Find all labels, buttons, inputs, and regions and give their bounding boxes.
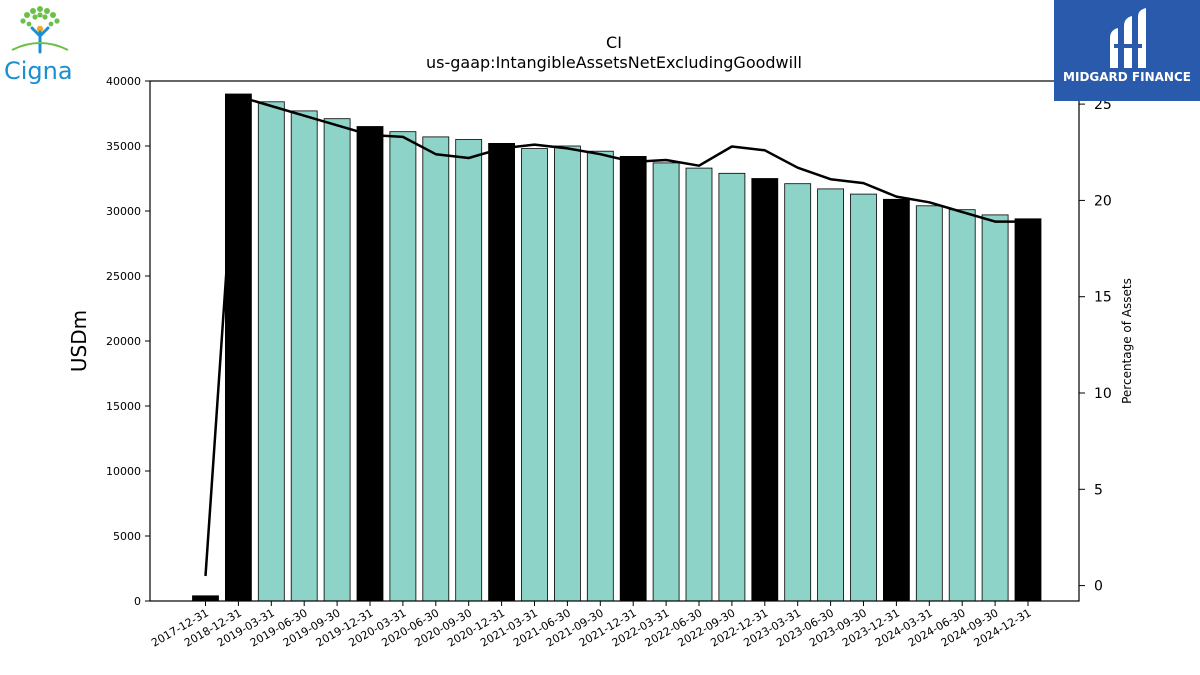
y-tick-label: 25000 xyxy=(106,270,141,283)
y-tick-label: 30000 xyxy=(106,205,141,218)
bar xyxy=(422,136,450,602)
x-axis: 2017-12-312018-12-312019-03-312019-06-30… xyxy=(149,601,1034,650)
y-tick-label: 15000 xyxy=(106,400,141,413)
chart-title: CI xyxy=(606,33,622,52)
bar xyxy=(488,142,516,602)
bar xyxy=(850,193,877,602)
y-right-tick-label: 0 xyxy=(1094,579,1103,595)
y-tick-label: 40000 xyxy=(106,75,141,88)
bar xyxy=(224,93,252,602)
y-right-tick-label: 5 xyxy=(1094,482,1103,498)
bar xyxy=(948,209,976,602)
bar xyxy=(257,101,285,602)
bar xyxy=(652,162,680,602)
bar xyxy=(389,131,417,602)
y-axis-right: 0 5 10 15 20 25 xyxy=(1079,97,1112,595)
bar xyxy=(1014,218,1042,602)
bar xyxy=(290,110,318,602)
y-tick-label: 20000 xyxy=(106,335,141,348)
bar xyxy=(323,118,351,602)
y-right-tick-label: 10 xyxy=(1094,386,1112,402)
cigna-wordmark: Cigna xyxy=(4,57,73,85)
bar xyxy=(586,150,614,602)
chart-subtitle: us-gaap:IntangibleAssetsNetExcludingGood… xyxy=(426,53,802,72)
bar xyxy=(685,167,713,602)
bar xyxy=(883,198,910,602)
bar xyxy=(981,214,1009,602)
y-tick-label: 5000 xyxy=(113,530,141,543)
y-right-tick-label: 20 xyxy=(1094,193,1112,209)
midgard-wordmark: MIDGARD FINANCE xyxy=(1063,70,1191,84)
y-tick-label: 0 xyxy=(134,595,141,608)
bar xyxy=(619,155,647,602)
midgard-mark-icon xyxy=(1110,8,1146,68)
bar xyxy=(915,205,943,602)
percentage-line xyxy=(204,95,1028,577)
bar xyxy=(784,183,812,602)
bar xyxy=(521,148,548,602)
y-axis-label: USDm xyxy=(67,310,91,372)
y-tick-label: 10000 xyxy=(106,465,141,478)
y-right-tick-label: 15 xyxy=(1094,290,1112,306)
bar xyxy=(817,188,844,602)
bar xyxy=(356,126,384,602)
bar xyxy=(751,178,779,602)
y-axis-right-label: Percentage of Assets xyxy=(1120,278,1134,404)
y-axis-left: 0 5000 10000 15000 20000 25000 30000 35000 40000 xyxy=(106,75,150,608)
midgard-finance-logo: MIDGARD FINANCE xyxy=(1054,0,1200,101)
bar xyxy=(718,172,746,602)
bar xyxy=(554,145,581,602)
percentage-line-path xyxy=(204,95,1028,577)
y-tick-label: 35000 xyxy=(106,140,141,153)
bar xyxy=(192,595,219,602)
tree-icon xyxy=(11,6,69,54)
y-right-tick-label: 25 xyxy=(1094,97,1112,113)
bar-series xyxy=(192,93,1042,602)
cigna-logo: Cigna xyxy=(0,0,86,92)
bar xyxy=(455,139,483,602)
